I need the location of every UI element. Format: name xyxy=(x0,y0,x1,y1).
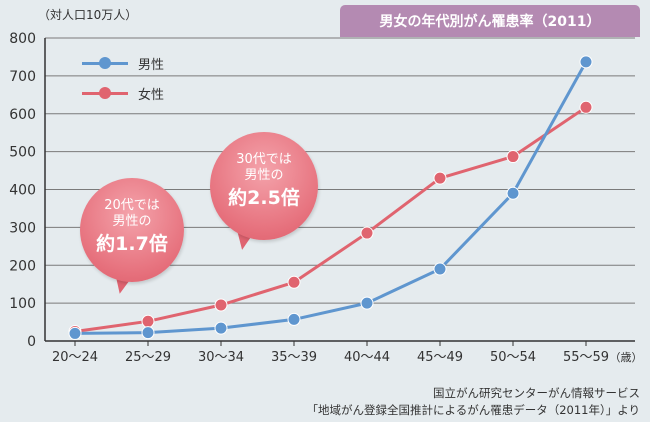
data-point-female-7 xyxy=(579,100,593,114)
data-point-male-1 xyxy=(141,326,155,340)
data-point-male-0 xyxy=(68,326,82,340)
y-tick-label-700: 700 xyxy=(9,69,36,85)
chart-title: 男女の年代別がん罹患率（2011） xyxy=(379,14,601,30)
y-axis-unit-label: （対人口10万人） xyxy=(38,8,138,22)
legend-item-female: 女性 xyxy=(82,82,164,104)
y-tick-label-300: 300 xyxy=(9,220,36,236)
x-tick-label-6: 50～54 xyxy=(490,350,536,365)
x-tick-label-1: 25～29 xyxy=(125,350,171,365)
x-tick-label-4: 40～44 xyxy=(344,350,390,365)
data-point-male-2 xyxy=(214,321,228,335)
x-tick-label-0: 20～24 xyxy=(52,350,98,365)
data-point-female-6 xyxy=(506,150,520,164)
callout-20s-line3: 約1.7倍 xyxy=(96,233,168,255)
data-point-female-4 xyxy=(360,226,374,240)
y-tick-label-100: 100 xyxy=(9,296,36,312)
source-line-2: 「地域がん登録全国推計によるがん罹患データ（2011年）」より xyxy=(306,403,640,417)
y-tick-label-500: 500 xyxy=(9,145,36,161)
x-tick-label-3: 35～39 xyxy=(271,350,317,365)
x-tick-label-5: 45～49 xyxy=(417,350,463,365)
data-point-female-5 xyxy=(433,171,447,185)
data-point-female-1 xyxy=(141,314,155,328)
callout-30s-line2: 男性の xyxy=(244,168,284,183)
title-underline xyxy=(340,35,640,37)
callout-30s-line1: 30代では xyxy=(236,152,292,167)
callout-bubble-20s: 20代では 男性の 約1.7倍 xyxy=(80,178,184,282)
x-tick-label-7: 55～59 xyxy=(563,350,609,365)
x-tick-label-2: 30～34 xyxy=(198,350,244,365)
data-point-male-6 xyxy=(506,186,520,200)
series-line-female xyxy=(74,106,587,334)
callout-bubble-30s: 30代では 男性の 約2.5倍 xyxy=(210,132,318,240)
data-point-female-3 xyxy=(287,275,301,289)
y-tick-label-0: 0 xyxy=(27,334,36,350)
legend-item-male: 男性 xyxy=(82,52,164,74)
y-tick-label-200: 200 xyxy=(9,258,36,274)
data-point-male-7 xyxy=(579,55,593,69)
y-tick-label-800: 800 xyxy=(9,31,36,47)
legend-swatch-female xyxy=(82,87,128,99)
legend-label-female: 女性 xyxy=(138,87,165,103)
legend-label-male: 男性 xyxy=(138,57,165,73)
data-point-male-3 xyxy=(287,312,301,326)
callout-20s-line1: 20代では xyxy=(104,198,160,213)
chart-title-box: 男女の年代別がん罹患率（2011） xyxy=(340,5,640,35)
y-tick-label-400: 400 xyxy=(9,183,36,199)
data-point-female-2 xyxy=(214,298,228,312)
data-point-male-5 xyxy=(433,262,447,276)
data-point-male-4 xyxy=(360,296,374,310)
y-tick-label-600: 600 xyxy=(9,107,36,123)
callout-30s-line3: 約2.5倍 xyxy=(228,187,300,209)
x-axis-unit-label: （歳） xyxy=(610,351,643,364)
callout-20s-line2: 男性の xyxy=(112,214,152,229)
legend-swatch-male xyxy=(82,57,128,69)
legend: 男性 女性 xyxy=(82,52,164,112)
source-line-1: 国立がん研究センターがん情報サービス xyxy=(433,386,640,400)
series-line-male xyxy=(74,61,588,335)
